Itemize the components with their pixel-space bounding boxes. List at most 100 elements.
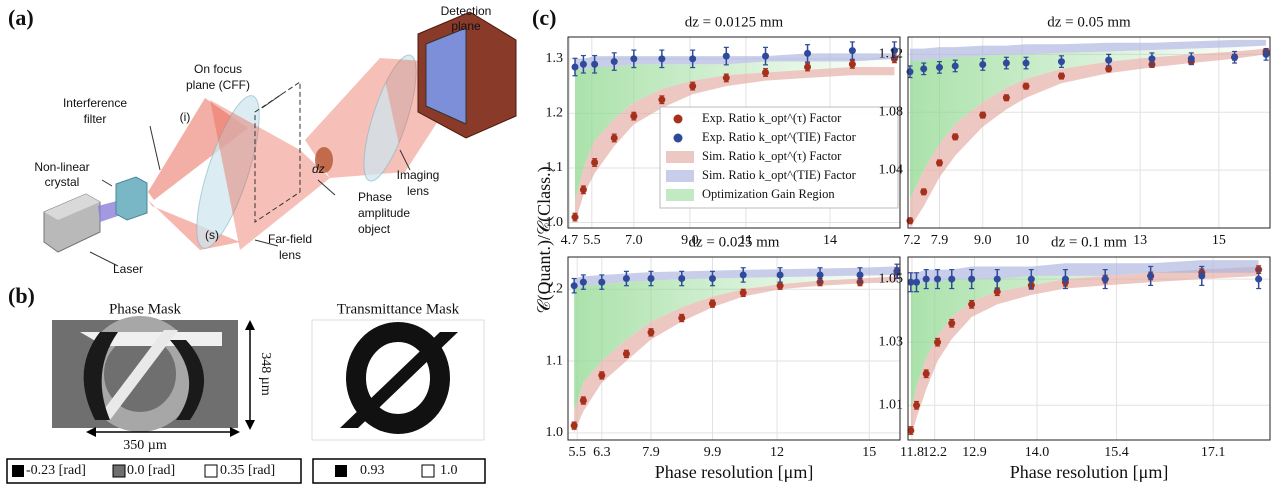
diagram-label: plane [451, 19, 481, 33]
y-tick-label: 1.0 [546, 425, 564, 440]
data-point [907, 427, 915, 435]
data-point [689, 82, 697, 90]
diagram-label: crystal [45, 175, 80, 189]
data-point [658, 96, 666, 104]
y-tick-label: 1.1 [546, 353, 564, 368]
data-point [935, 159, 943, 167]
data-point [804, 49, 812, 57]
diagram-label: object [358, 222, 391, 236]
gain-region [574, 274, 897, 412]
data-point [658, 55, 666, 63]
plot-frame [907, 256, 1271, 441]
data-point [571, 63, 579, 71]
data-point [1002, 94, 1010, 102]
sim-band [575, 53, 895, 70]
y-tick-label: 1.2 [546, 282, 564, 297]
panel-label: (c) [532, 5, 556, 30]
sim-band [909, 48, 1267, 228]
data-point [890, 47, 898, 55]
data-point [762, 52, 770, 60]
diagram-label: On focus [194, 62, 242, 76]
data-point [968, 300, 976, 308]
dimension-label: 348 µm [258, 352, 273, 396]
data-point [708, 300, 716, 308]
diagram-label: Non-linear [34, 160, 89, 174]
diagram-label: Laser [113, 262, 143, 276]
data-point [598, 371, 606, 379]
data-point [934, 338, 942, 346]
data-point [591, 159, 599, 167]
data-point [1022, 59, 1030, 67]
arrow-head [86, 427, 96, 437]
data-point [678, 275, 686, 283]
x-tick-label: 11.8 [900, 445, 924, 460]
arrow-head [230, 427, 240, 437]
legend-box [6, 458, 302, 484]
chart-title: dz = 0.025 mm [689, 234, 780, 250]
y-tick-label: 1.05 [879, 271, 904, 286]
diagram-label: lens [407, 184, 429, 198]
data-point [579, 186, 587, 194]
x-tick-label: 5.5 [568, 445, 586, 460]
sim-band [575, 67, 895, 223]
legend-label: Sim. Ratio k_opt^(TIE) Factor [702, 168, 857, 182]
diagram-label: Imaging [397, 168, 440, 182]
data-point [1057, 58, 1065, 66]
legend-swatch [112, 464, 126, 478]
data-point [848, 60, 856, 68]
legend-swatch [335, 465, 347, 477]
data-point [934, 275, 942, 283]
data-point [598, 278, 606, 286]
data-point [739, 289, 747, 297]
plot-frame [907, 36, 1271, 229]
data-point [708, 275, 716, 283]
data-point [776, 271, 784, 279]
data-point [1022, 82, 1030, 90]
data-point [1105, 56, 1113, 64]
data-point [1187, 55, 1195, 63]
diagram-label: amplitude [358, 206, 410, 220]
y-tick-label: 1.1 [546, 160, 564, 175]
legend-label: 0.35 [rad] [220, 463, 275, 478]
chart-title: dz = 0.0125 mm [685, 14, 784, 30]
x-axis-label: Phase resolution [μm] [655, 462, 814, 482]
x-tick-label: 6.3 [593, 445, 611, 460]
legend-symbol [666, 151, 694, 163]
data-point [722, 52, 730, 60]
data-point [920, 65, 928, 73]
x-tick-label: 15 [1212, 233, 1226, 248]
data-point [856, 271, 864, 279]
data-point [630, 112, 638, 120]
diagram-label: Detection [441, 4, 492, 18]
data-point [571, 213, 579, 221]
data-point [913, 401, 921, 409]
data-point [776, 282, 784, 290]
y-axis-label: 𝒞(Quant.)/𝒞(Class.) [534, 166, 555, 313]
data-point [1027, 275, 1035, 283]
plot-frame [567, 36, 901, 229]
x-tick-label: 9.0 [974, 233, 992, 248]
data-point [739, 271, 747, 279]
chart-title: dz = 0.1 mm [1051, 234, 1127, 250]
legend-symbol [673, 133, 683, 143]
data-point [913, 278, 921, 286]
data-point [762, 68, 770, 76]
data-point [570, 282, 578, 290]
gain-region [910, 266, 1259, 412]
data-point [968, 275, 976, 283]
legend-box [659, 106, 899, 209]
data-point [1101, 275, 1109, 283]
x-axis-label: Phase resolution [μm] [1010, 462, 1169, 482]
plot-frame [567, 256, 901, 441]
chart-title: dz = 0.05 mm [1047, 14, 1131, 30]
x-tick-label: 9.9 [704, 445, 722, 460]
data-point [622, 275, 630, 283]
data-point [579, 397, 587, 405]
x-tick-label: 14 [823, 233, 837, 248]
x-tick-label: 7.9 [642, 445, 660, 460]
phase-mask [52, 316, 238, 432]
y-tick-label: 1.04 [879, 162, 904, 177]
legend-label: 0.93 [360, 463, 385, 478]
diagram-label: Far-field [268, 232, 312, 246]
data-point [1147, 272, 1155, 280]
